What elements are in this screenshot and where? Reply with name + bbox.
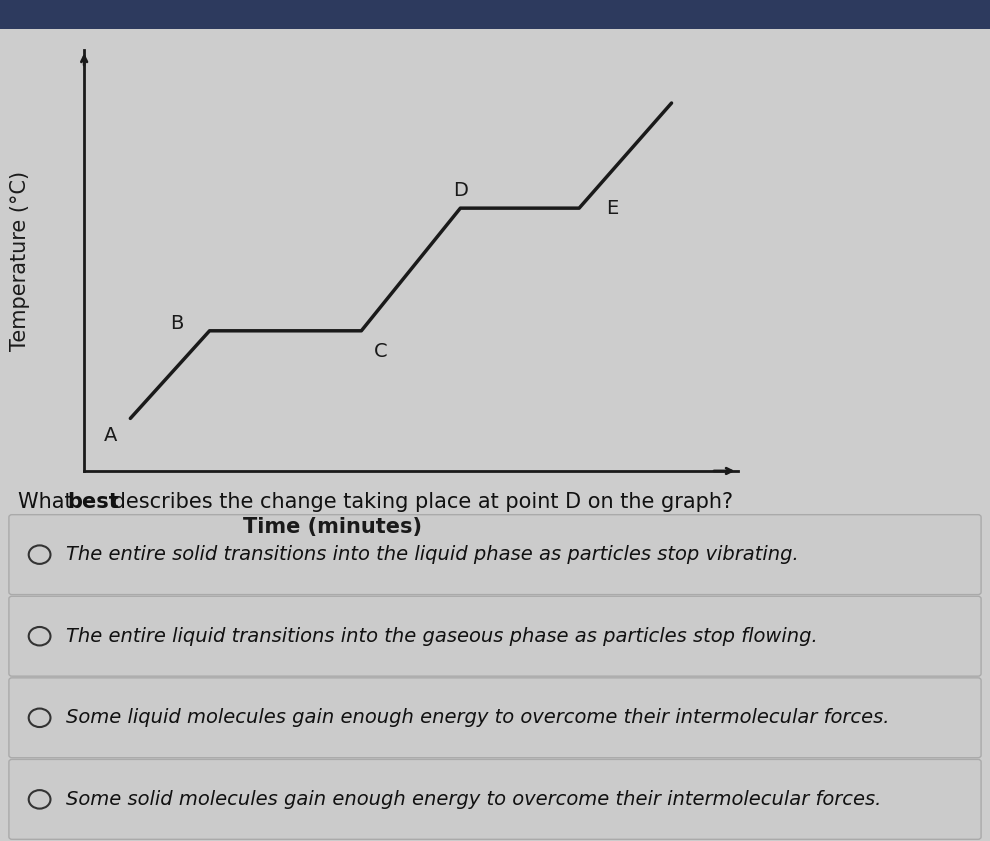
Text: C: C [374, 342, 388, 362]
Text: What: What [18, 492, 79, 512]
Text: describes the change taking place at point D on the graph?: describes the change taking place at poi… [106, 492, 733, 512]
Text: The entire liquid transitions into the gaseous phase as particles stop flowing.: The entire liquid transitions into the g… [66, 627, 818, 646]
Text: D: D [452, 181, 468, 200]
Text: A: A [104, 426, 117, 446]
Text: B: B [170, 315, 183, 333]
Text: Temperature (°C): Temperature (°C) [10, 171, 30, 351]
Text: E: E [606, 198, 619, 218]
Text: Some liquid molecules gain enough energy to overcome their intermolecular forces: Some liquid molecules gain enough energy… [66, 708, 890, 727]
Text: best: best [67, 492, 119, 512]
Text: The entire solid transitions into the liquid phase as particles stop vibrating.: The entire solid transitions into the li… [66, 545, 799, 564]
Text: Some solid molecules gain enough energy to overcome their intermolecular forces.: Some solid molecules gain enough energy … [66, 790, 882, 809]
Text: Time (minutes): Time (minutes) [243, 517, 422, 537]
